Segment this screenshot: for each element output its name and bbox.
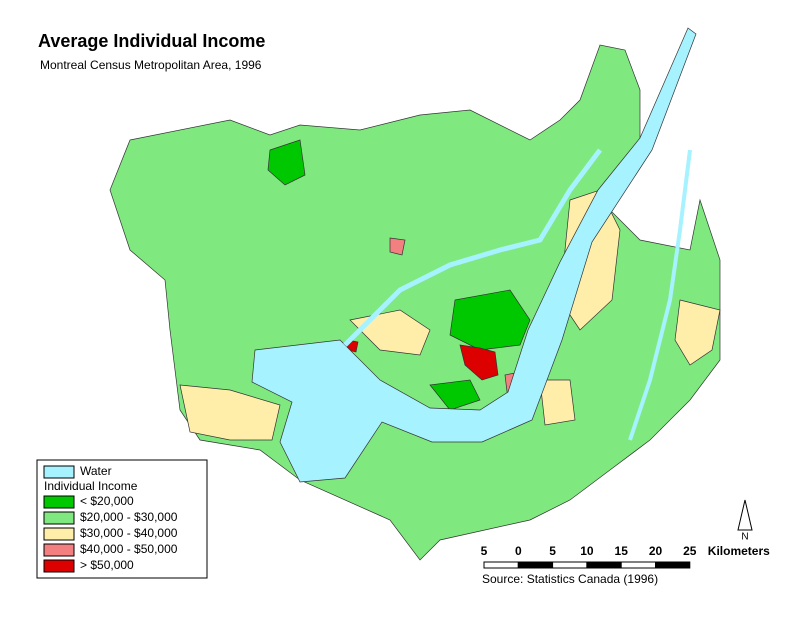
north-label: N [741,532,748,543]
legend-swatch [43,559,75,573]
region-30-40k [674,299,721,366]
river [343,148,602,347]
map-area [109,44,721,561]
legend-label: $20,000 - $30,000 [80,510,178,524]
scale-segment [655,561,691,569]
scale-label: 0 [515,544,522,558]
source: Source: Statistics Canada (1996) [482,572,658,586]
legend-label: $40,000 - $50,000 [80,542,178,556]
subtitle: Montreal Census Metropolitan Area, 1996 [40,58,262,72]
river [251,27,697,483]
legend-label: $30,000 - $40,000 [80,526,178,540]
scale-label: 15 [615,544,629,558]
water [251,27,697,483]
legend-label: < $20,000 [80,494,134,508]
scale-bar: 5 0 5 10 15 20 25 Kilometers [481,544,770,569]
legend-swatch [43,511,75,525]
region-30-40k [179,384,281,441]
river [628,149,692,441]
legend-swatch [43,465,75,479]
region-lt-20k [429,379,481,411]
region-30-40k [539,379,576,426]
scale-segment [517,561,554,569]
north-arrow-shape [737,499,753,531]
region-lt-20k [267,139,306,186]
scale-label: 5 [549,544,556,558]
legend-label: Water [80,464,112,478]
legend-swatch [43,495,75,509]
scale-label: 5 [481,544,488,558]
scale-segment [552,561,588,569]
legend-heading: Individual Income [44,479,138,493]
region-lt-20k [449,289,531,351]
title: Average Individual Income [38,31,265,51]
scale-segment [620,561,657,569]
scale-label: 10 [580,544,594,558]
scale-segment [586,561,622,569]
legend-label: > $50,000 [80,558,134,572]
region-40-50k [389,237,406,256]
scale-unit: Kilometers [708,544,770,558]
legend-swatch [43,543,75,557]
scale-label: 25 [683,544,697,558]
scale-segment [483,561,519,569]
legend-swatch [43,527,75,541]
north-arrow: N [737,499,753,543]
region-gt-50k [459,344,499,381]
scale-label: 20 [649,544,663,558]
